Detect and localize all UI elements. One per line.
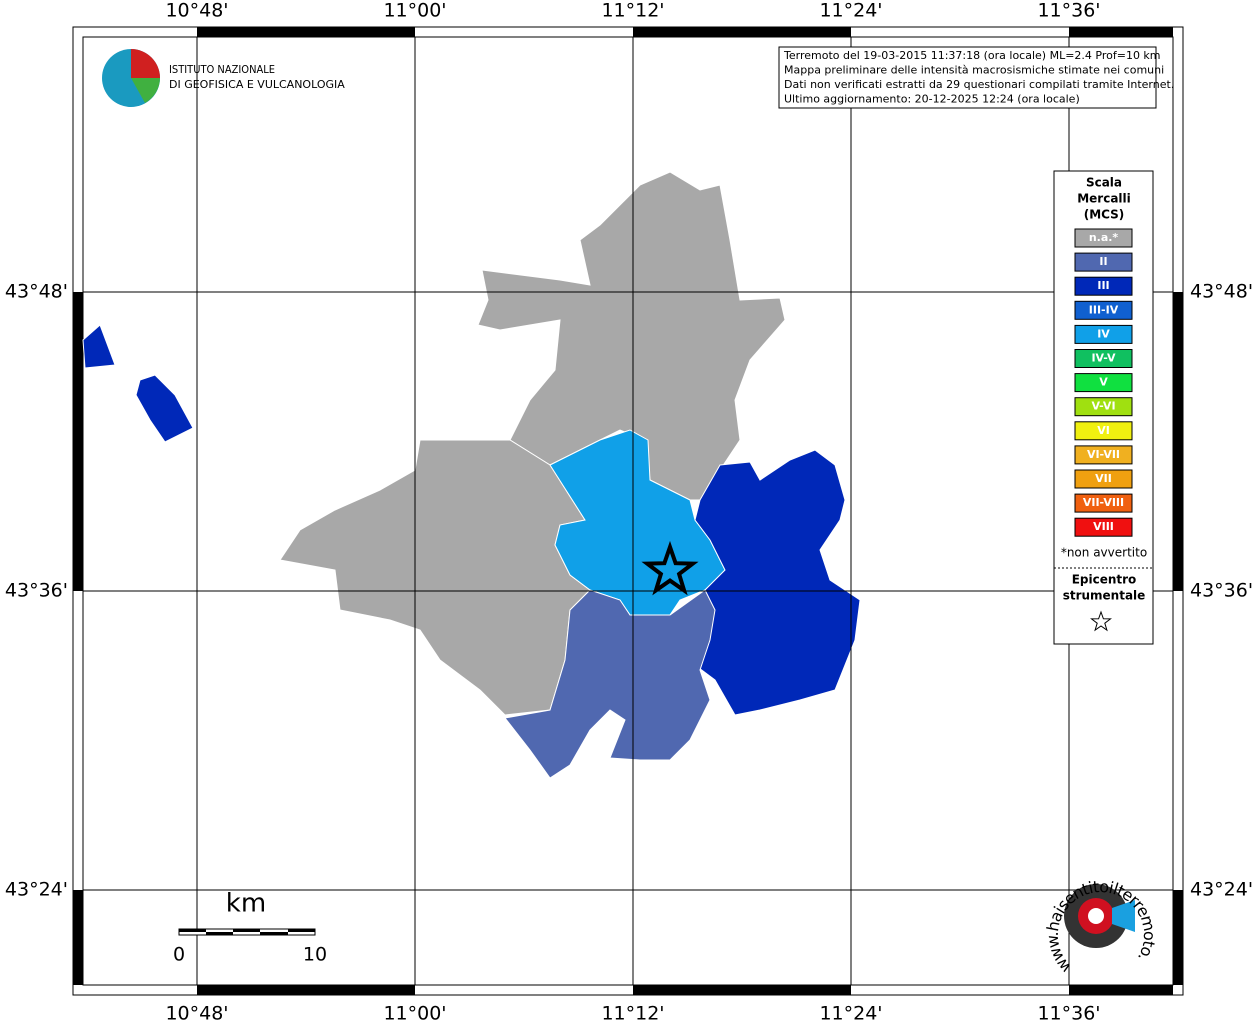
legend-swatch	[1074, 445, 1133, 465]
legend-swatch	[1074, 397, 1133, 417]
legend-label: VIII	[1093, 520, 1114, 533]
legend-label: IV	[1097, 327, 1110, 340]
x-label: 11°36'	[1037, 1003, 1100, 1025]
y-label: 43°36'	[5, 580, 68, 602]
legend-star	[1090, 610, 1112, 632]
scale-label: 0	[173, 944, 185, 966]
y-label: 43°48'	[1190, 281, 1253, 303]
info-box: Terremoto del 19-03-2015 11:37:18 (ora l…	[778, 46, 1174, 109]
x-label: 11°00'	[383, 1003, 446, 1025]
legend-swatch	[1074, 493, 1133, 513]
regions	[82, 171, 861, 779]
info-line: Ultimo aggiornamento: 20-12-2025 12:24 (…	[784, 93, 1080, 106]
x-label: 11°36'	[1037, 0, 1100, 22]
legend-label: III-IV	[1089, 303, 1119, 316]
logo: ISTITUTO NAZIONALE DI GEOFISICA E VULCAN…	[102, 49, 345, 107]
scale-bar: km 0 10	[173, 889, 327, 966]
y-label: 43°24'	[5, 879, 68, 901]
x-label: 11°00'	[383, 0, 446, 22]
scale-label: 10	[303, 944, 327, 966]
legend-label: V	[1099, 376, 1108, 389]
legend-epicenter: Epicentro	[1072, 573, 1137, 587]
x-label: 11°24'	[819, 1003, 882, 1025]
info-line: Dati non verificati estratti da 29 quest…	[784, 78, 1174, 91]
legend-label: n.a.*	[1089, 231, 1119, 244]
legend: ScalaMercalli(MCS)n.a.*IIIIIIII-IVIVIV-V…	[1053, 170, 1154, 645]
x-label: 11°12'	[601, 1003, 664, 1025]
y-label: 43°48'	[5, 281, 68, 303]
legend-swatch	[1074, 517, 1133, 537]
legend-swatch	[1074, 300, 1133, 320]
legend-swatch	[1074, 276, 1133, 296]
legend-label: VII-VIII	[1083, 496, 1124, 509]
legend-label: VII	[1095, 472, 1112, 485]
legend-title: Scala	[1086, 176, 1122, 190]
legend-label: VI	[1097, 424, 1110, 437]
scale-unit: km	[226, 889, 266, 919]
legend-title: (MCS)	[1084, 208, 1125, 222]
legend-note: *non avvertito	[1061, 546, 1147, 560]
legend-swatch	[1074, 324, 1133, 344]
legend-swatch	[1074, 228, 1133, 248]
info-line: Mappa preliminare delle intensità macros…	[784, 64, 1164, 77]
epicenter	[641, 540, 699, 596]
frame-bars	[73, 27, 1183, 995]
x-label: 10°48'	[165, 1003, 228, 1025]
legend-label: VI-VII	[1087, 448, 1120, 461]
x-label: 11°12'	[601, 0, 664, 22]
x-label: 10°48'	[165, 0, 228, 22]
y-label: 43°24'	[1190, 879, 1253, 901]
legend-label: V-VI	[1091, 400, 1115, 413]
legend-label: III	[1097, 279, 1109, 292]
legend-swatch	[1074, 469, 1133, 489]
legend-label: IV-V	[1091, 352, 1116, 365]
legend-epicenter: strumentale	[1063, 589, 1146, 603]
legend-swatch	[1074, 373, 1133, 393]
legend-swatch	[1074, 252, 1133, 272]
info-line: Terremoto del 19-03-2015 11:37:18 (ora l…	[783, 49, 1161, 62]
legend-swatch	[1074, 349, 1133, 368]
y-label: 43°36'	[1190, 580, 1253, 602]
logo-text: ISTITUTO NAZIONALE	[169, 63, 275, 76]
x-label: 11°24'	[819, 0, 882, 22]
legend-label: II	[1099, 255, 1107, 268]
logo-text: DI GEOFISICA E VULCANOLOGIA	[169, 78, 345, 91]
legend-swatch	[1074, 421, 1133, 441]
legend-title: Mercalli	[1077, 192, 1131, 206]
